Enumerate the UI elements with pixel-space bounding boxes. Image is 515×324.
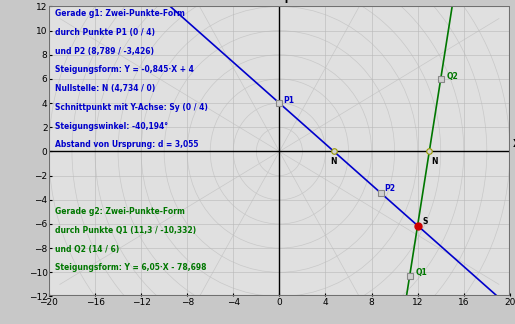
- Text: Steigungsform: Y = 6,05·X - 78,698: Steigungsform: Y = 6,05·X - 78,698: [55, 263, 206, 272]
- Text: N: N: [431, 156, 437, 166]
- Text: Gerade g1: Zwei-Punkte-Form: Gerade g1: Zwei-Punkte-Form: [55, 9, 184, 18]
- Text: durch Punkte P1 (0 / 4): durch Punkte P1 (0 / 4): [55, 28, 154, 37]
- Text: Schnittpunkt mit Y-Achse: Sy (0 / 4): Schnittpunkt mit Y-Achse: Sy (0 / 4): [55, 103, 208, 112]
- Text: P2: P2: [384, 184, 395, 193]
- Text: S: S: [422, 217, 427, 226]
- Text: Abstand von Ursprung: d = 3,055: Abstand von Ursprung: d = 3,055: [55, 140, 198, 149]
- Text: Q2: Q2: [447, 72, 458, 81]
- Text: und Q2 (14 / 6): und Q2 (14 / 6): [55, 245, 119, 254]
- Text: Steigungswinkel: -40,194°: Steigungswinkel: -40,194°: [55, 122, 168, 131]
- Text: Q1: Q1: [416, 268, 427, 277]
- Text: Gerade g2: Zwei-Punkte-Form: Gerade g2: Zwei-Punkte-Form: [55, 207, 184, 216]
- Text: Steigungsform: Y = -0,845·X + 4: Steigungsform: Y = -0,845·X + 4: [55, 65, 194, 74]
- Text: und P2 (8,789 / -3,426): und P2 (8,789 / -3,426): [55, 47, 153, 56]
- Text: N: N: [331, 156, 337, 166]
- Text: durch Punkte Q1 (11,3 / -10,332): durch Punkte Q1 (11,3 / -10,332): [55, 226, 196, 235]
- Text: X: X: [513, 139, 515, 149]
- Text: P1: P1: [283, 96, 294, 105]
- Text: Y: Y: [282, 0, 289, 5]
- Text: Nullstelle: N (4,734 / 0): Nullstelle: N (4,734 / 0): [55, 84, 155, 93]
